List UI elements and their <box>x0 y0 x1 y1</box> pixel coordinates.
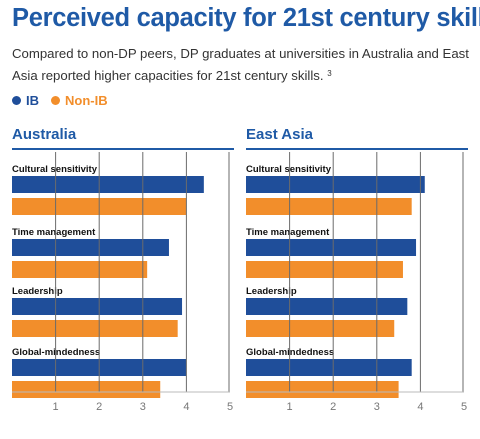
panel-title-australia: Australia <box>12 126 77 143</box>
bar-non-ib-time-management <box>246 261 403 278</box>
subtitle-text: Compared to non-DP peers, DP graduates a… <box>12 46 469 83</box>
bar-ib-leadership <box>246 298 408 315</box>
bar-non-ib-global-mindedness <box>246 381 399 398</box>
bar-ib-time-management <box>12 239 169 256</box>
chart-legend: IB Non-IB <box>12 93 108 108</box>
tick-label-3: 3 <box>374 401 380 413</box>
bar-ib-time-management <box>246 239 417 256</box>
tick-label-2: 2 <box>330 401 336 413</box>
tick-label-1: 1 <box>287 401 293 413</box>
bar-non-ib-cultural-sensitivity <box>246 198 412 215</box>
footnote-ref: 3 <box>327 68 332 78</box>
panel-rule-east-asia <box>246 148 468 150</box>
bar-ib-global-mindedness <box>246 359 412 376</box>
tick-label-4: 4 <box>183 401 189 413</box>
category-label-cultural-sensitivity: Cultural sensitivity <box>12 164 98 175</box>
chart-east-asia: Cultural sensitivity Time management Leade… <box>246 152 467 413</box>
bar-ib-leadership <box>12 298 183 315</box>
legend-label-non-ib: Non-IB <box>65 93 108 108</box>
bar-non-ib-leadership <box>12 320 178 337</box>
legend-label-ib: IB <box>26 93 39 108</box>
category-label-time-management: Time management <box>12 227 96 238</box>
category-label-time-management: Time management <box>246 227 330 238</box>
legend-swatch-non-ib <box>51 96 60 105</box>
page-subtitle: Compared to non-DP peers, DP graduates a… <box>12 44 472 85</box>
category-label-leadership: Leadership <box>12 286 63 297</box>
tick-label-4: 4 <box>417 401 423 413</box>
tick-label-5: 5 <box>227 401 233 413</box>
tick-label-2: 2 <box>96 401 102 413</box>
bar-non-ib-time-management <box>12 261 148 278</box>
bar-non-ib-leadership <box>246 320 395 337</box>
tick-label-3: 3 <box>140 401 146 413</box>
bar-ib-cultural-sensitivity <box>12 176 204 193</box>
chart-australia: Cultural sensitivity Time management Leade… <box>12 152 233 413</box>
bar-ib-cultural-sensitivity <box>246 176 425 193</box>
panel-title-east-asia: East Asia <box>246 126 313 143</box>
page-title: Perceived capacity for 21st century skil… <box>12 4 480 32</box>
category-label-leadership: Leadership <box>246 286 297 297</box>
category-label-cultural-sensitivity: Cultural sensitivity <box>246 164 332 175</box>
bar-non-ib-global-mindedness <box>12 381 161 398</box>
legend-item-ib: IB <box>12 93 39 108</box>
panel-rule-australia <box>12 148 234 150</box>
legend-swatch-ib <box>12 96 21 105</box>
tick-label-1: 1 <box>53 401 59 413</box>
tick-label-5: 5 <box>461 401 467 413</box>
legend-item-non-ib: Non-IB <box>51 93 108 108</box>
